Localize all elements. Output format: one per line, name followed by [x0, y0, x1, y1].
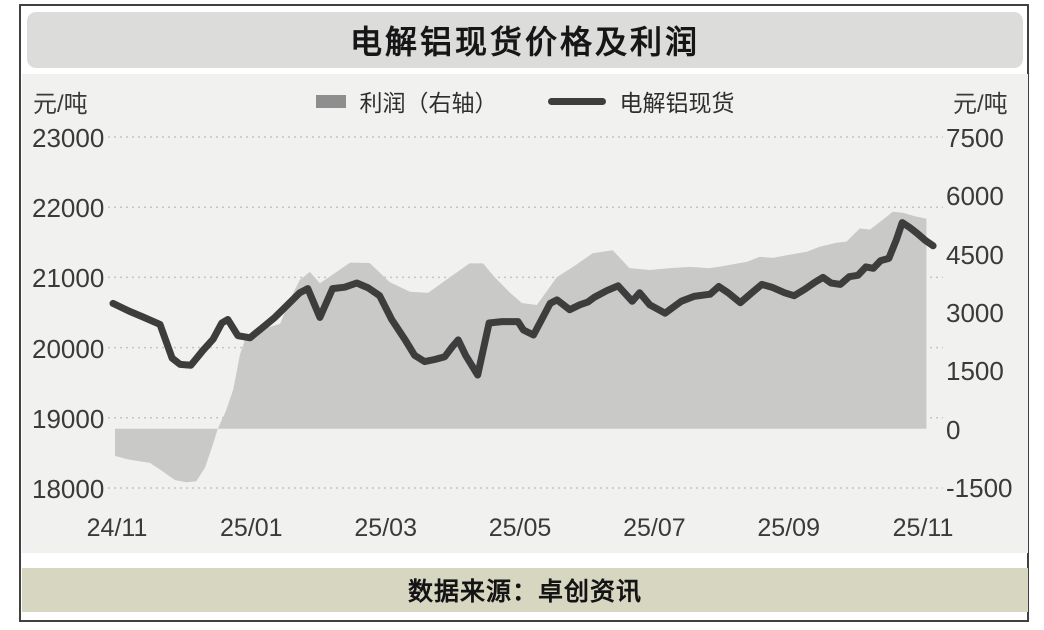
outer-frame-border: [19, 4, 1029, 622]
legend-label-price: 电解铝现货: [619, 90, 735, 116]
left-axis-tick: 22000: [32, 193, 105, 224]
right-axis-tick: 3000: [946, 298, 1004, 328]
left-axis-tick: 20000: [32, 333, 105, 364]
legend: 利润（右轴） 电解铝现货: [22, 86, 1028, 116]
left-axis-tick: 21000: [32, 263, 105, 294]
right-axis-tick: 1500: [946, 356, 1004, 387]
x-axis-tick: 25/03: [354, 514, 417, 542]
legend-label-profit: 利润（右轴）: [359, 90, 498, 116]
right-axis-tick: 0: [946, 414, 961, 445]
x-axis-tick: 25/07: [623, 514, 686, 542]
right-axis-tick: 6000: [946, 181, 1004, 212]
x-axis-tick: 25/01: [220, 514, 283, 542]
right-axis-tick: 4500: [946, 239, 1004, 270]
right-axis-tick: -1500: [946, 473, 1013, 503]
source-text: 数据来源：卓创资讯: [407, 578, 642, 606]
left-axis-unit: 元/吨: [33, 91, 88, 118]
chart-panel: [22, 74, 1028, 553]
x-axis-tick: 25/05: [488, 514, 552, 542]
left-axis-tick: 18000: [32, 474, 105, 504]
profit-area-swatch-icon: [315, 94, 346, 108]
right-axis-tick: 7500: [946, 123, 1004, 153]
source-bar: 数据来源：卓创资讯: [22, 568, 1028, 612]
chart-title: 电解铝现货价格及利润: [349, 24, 700, 60]
title-bar: 电解铝现货价格及利润: [27, 12, 1023, 68]
left-axis-tick: 23000: [32, 123, 105, 153]
x-axis-tick: 24/11: [86, 514, 148, 542]
left-axis-tick: 19000: [32, 403, 105, 434]
x-axis-tick: 25/09: [757, 514, 820, 542]
x-axis-tick: 25/11: [892, 514, 954, 542]
right-axis-unit: 元/吨: [953, 91, 1008, 118]
price-line-swatch-icon: [547, 97, 606, 105]
